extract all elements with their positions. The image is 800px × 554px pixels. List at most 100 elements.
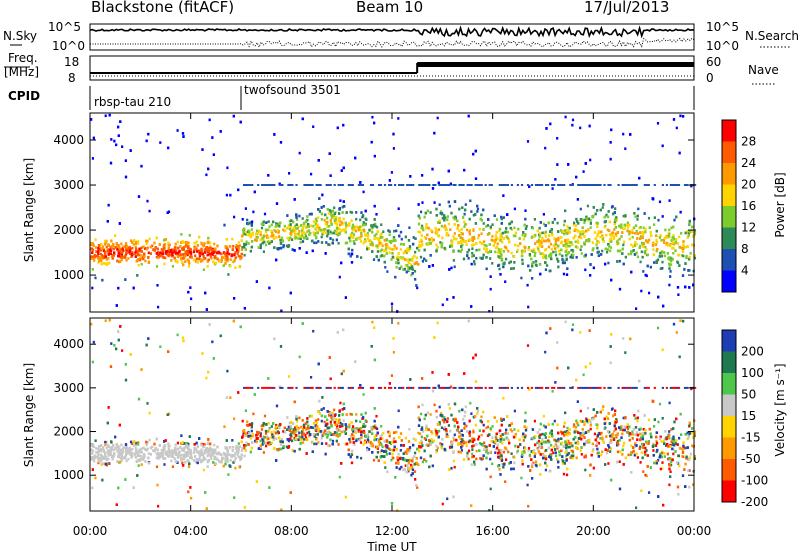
power-cell xyxy=(283,224,286,228)
velocity-cell xyxy=(513,409,516,413)
power-cell xyxy=(562,244,565,247)
power-cell xyxy=(458,207,461,211)
power-cell xyxy=(581,184,584,186)
power-cell xyxy=(484,184,487,186)
power-cell xyxy=(506,236,509,240)
power-cell xyxy=(682,254,685,258)
power-cell xyxy=(330,216,334,219)
power-cell xyxy=(388,246,391,250)
power-cell xyxy=(100,243,103,246)
power-cell xyxy=(325,241,328,244)
power-cell xyxy=(423,257,426,261)
power-cell xyxy=(307,184,310,186)
velocity-cell xyxy=(586,406,589,410)
power-cell xyxy=(672,236,675,239)
power-cell xyxy=(441,303,444,307)
power-cell xyxy=(92,136,95,140)
power-cell xyxy=(478,227,481,231)
power-cell xyxy=(609,249,612,253)
colorbar-tick-label: 28 xyxy=(741,135,756,149)
power-cell xyxy=(608,220,611,224)
power-cell xyxy=(208,249,211,253)
velocity-cell xyxy=(408,458,411,462)
power-cell xyxy=(435,249,438,253)
power-cell xyxy=(427,243,430,246)
power-cell xyxy=(513,207,516,211)
power-cell xyxy=(616,260,619,263)
power-cell xyxy=(537,238,540,242)
power-cell xyxy=(275,222,278,225)
velocity-cell xyxy=(317,441,320,444)
power-cell xyxy=(259,243,262,247)
power-cell xyxy=(224,259,227,262)
power-cell xyxy=(561,184,564,186)
power-cell xyxy=(524,233,527,236)
power-cell xyxy=(363,229,366,233)
power-cell xyxy=(341,222,344,226)
velocity-cell xyxy=(631,430,634,434)
power-cell xyxy=(280,236,284,240)
power-cell xyxy=(228,252,231,256)
velocity-cell xyxy=(318,430,321,433)
power-cell xyxy=(167,244,170,247)
power-cell xyxy=(212,153,215,156)
velocity-cell xyxy=(329,431,332,435)
power-cell xyxy=(381,244,384,248)
power-cell xyxy=(144,259,147,263)
power-cell xyxy=(643,184,646,186)
power-cell xyxy=(104,255,108,258)
power-cell xyxy=(659,251,662,255)
power-cell xyxy=(615,216,618,219)
power-cell xyxy=(496,242,499,246)
power-cell xyxy=(402,184,405,186)
power-cell xyxy=(273,184,276,186)
power-cell xyxy=(233,215,236,219)
velocity-cell xyxy=(210,457,213,461)
power-cell xyxy=(312,220,316,223)
power-cell xyxy=(127,247,130,251)
power-cell xyxy=(586,228,589,232)
power-cell xyxy=(501,240,504,244)
power-cell xyxy=(96,255,99,258)
power-cell xyxy=(474,213,477,216)
power-cell xyxy=(462,184,465,186)
power-cell xyxy=(545,127,548,130)
power-cell xyxy=(94,238,97,241)
power-cell xyxy=(499,251,502,254)
power-cell xyxy=(311,184,314,186)
power-cell xyxy=(537,249,541,253)
power-cell xyxy=(143,252,146,256)
power-cell xyxy=(275,224,278,227)
power-cell xyxy=(599,184,602,186)
power-cell xyxy=(424,237,428,240)
velocity-cell xyxy=(480,433,483,437)
power-cell xyxy=(100,247,103,250)
power-cell xyxy=(251,231,254,235)
power-cell xyxy=(419,230,422,234)
power-cell xyxy=(200,242,203,246)
power-cell xyxy=(615,234,618,238)
power-cell xyxy=(118,246,121,249)
velocity-cell xyxy=(101,446,105,449)
power-cell xyxy=(407,239,411,242)
power-cell xyxy=(452,216,455,219)
power-cell xyxy=(178,249,181,253)
power-cell xyxy=(563,229,566,232)
power-cell xyxy=(305,251,308,254)
power-cell xyxy=(385,247,388,251)
power-cell xyxy=(524,227,528,230)
power-cell xyxy=(491,223,494,226)
power-cell xyxy=(477,234,481,237)
power-cell xyxy=(320,212,323,216)
power-cell xyxy=(190,256,193,259)
power-cell xyxy=(231,248,234,251)
power-cell xyxy=(259,245,262,248)
power-cell xyxy=(547,221,550,225)
power-cell xyxy=(208,118,211,122)
power-cell xyxy=(458,184,461,186)
power-cell xyxy=(204,257,207,260)
power-cell xyxy=(110,239,113,243)
power-cell xyxy=(215,256,218,260)
power-cell xyxy=(353,242,356,245)
power-cell xyxy=(565,245,568,249)
